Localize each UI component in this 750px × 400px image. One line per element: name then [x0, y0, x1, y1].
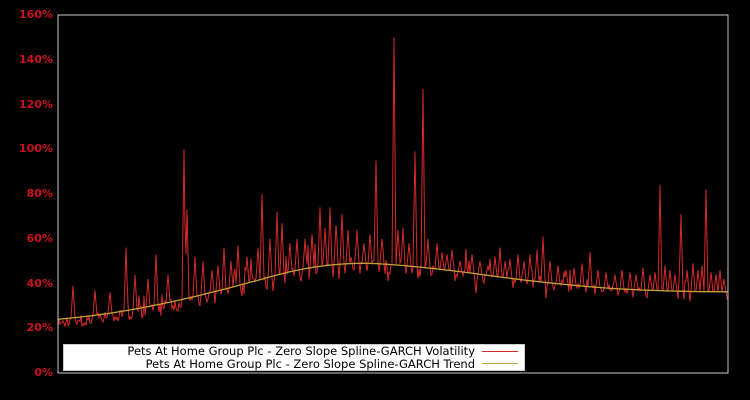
legend-label: Pets At Home Group Plc - Zero Slope Spli… [145, 356, 475, 371]
legend-entry: Pets At Home Group Plc - Zero Slope Spli… [64, 345, 524, 358]
axes-spines [57, 14, 729, 374]
y-tick-label: 80% [26, 187, 53, 200]
y-tick-label: 100% [19, 142, 53, 156]
y-tick-label: 20% [26, 321, 53, 335]
legend-entry: Pets At Home Group Plc - Zero Slope Spli… [64, 356, 524, 371]
volatility-series-line [57, 37, 729, 329]
y-tick-label: 40% [26, 276, 53, 290]
y-tick-label: 160% [19, 8, 53, 21]
trend-line-sample-icon [482, 363, 518, 365]
chart-legend: Pets At Home Group Plc - Zero Slope Spli… [63, 344, 525, 371]
y-tick-label: 60% [26, 231, 53, 245]
y-tick-label: 140% [19, 52, 53, 66]
y-tick-label: 0% [34, 366, 53, 379]
volatility-line-sample-icon [482, 350, 518, 352]
trend-series-line [57, 262, 728, 320]
legend-label: Pets At Home Group Plc - Zero Slope Spli… [127, 344, 475, 358]
y-tick-label: 120% [19, 97, 53, 111]
